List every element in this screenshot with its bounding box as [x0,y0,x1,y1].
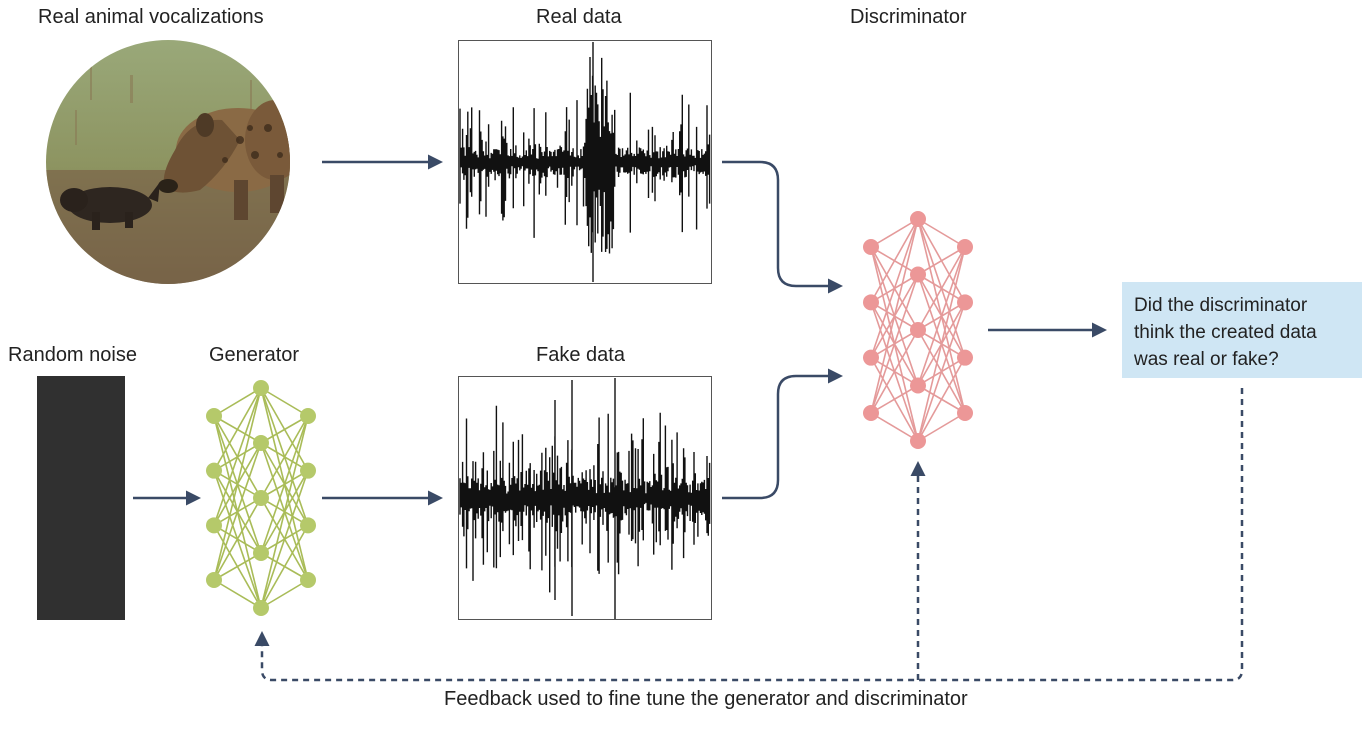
discriminator-connection [917,218,966,248]
discriminator-connection [870,218,919,303]
discriminator-connection [870,218,919,248]
hyena-with-cub-photo [46,40,290,284]
discriminator-network [863,211,973,449]
real-data-label: Real data [536,6,622,28]
discriminator-connection [870,329,919,414]
discriminator-node [957,405,973,421]
question-box: Did the discriminator think the created … [1122,282,1362,378]
discriminator-connection [870,412,919,442]
generator-node [300,408,316,424]
discriminator-connection [870,274,919,414]
generator-node [300,462,316,479]
generator-connection [213,497,262,581]
discriminator-node [910,211,926,227]
generator-connection [213,387,262,472]
discriminator-node [910,377,926,394]
fake-to-discriminator-arrow [722,368,843,500]
discriminator-node [910,322,926,338]
generator-connection [260,415,309,609]
feedback-label: Feedback used to fine tune the generator… [444,688,968,710]
generator-connection [260,387,309,417]
feedback-arrows [254,388,1244,682]
generator-connection [260,524,309,609]
discriminator-connection [917,246,966,442]
generator-node [253,490,269,506]
generator-node [206,572,222,588]
generator-connection [213,552,262,581]
discriminator-node [863,239,879,255]
discriminator-connection [870,384,919,414]
generator-node [300,572,316,588]
discriminator-node [957,294,973,311]
discriminator-node [863,405,879,421]
discriminator-connection [917,412,966,442]
feedback-line [260,388,1244,682]
random-noise-label: Random noise [8,344,137,366]
real-vocalizations-label: Real animal vocalizations [38,6,264,28]
discriminator-label: Discriminator [850,6,967,28]
generator-node [206,408,222,424]
generator-connection [260,415,309,554]
discriminator-node [957,349,973,366]
discriminator-connection [917,246,966,386]
generator-node [253,600,269,616]
discriminator-connection [870,218,919,414]
discriminator-node [910,266,926,283]
discriminator-connection [917,246,966,276]
generator-connection [260,470,309,609]
generator-node [253,545,269,561]
generator-connection [213,387,262,581]
fake-data-waveform [459,378,711,619]
generator-node [300,517,316,534]
discriminator-connection [917,246,966,331]
discriminator-node [863,294,879,311]
real-to-discriminator-arrow [722,160,843,294]
real-data-waveform [459,42,711,282]
discriminator-connection [917,357,966,442]
generator-connection [213,387,262,526]
random-noise-block [37,376,125,620]
generator-node [253,380,269,396]
discriminator-connection [870,218,919,358]
discriminator-node [910,433,926,449]
generator-network [206,380,316,616]
generator-connection [260,579,309,609]
flow-arrows [133,154,1107,506]
generator-connection [213,579,262,609]
fake-data-label: Fake data [536,344,625,366]
generator-node [253,435,269,451]
generator-connection [260,415,309,499]
generator-connection [260,415,309,444]
generator-node [206,517,222,534]
generator-connection [213,387,262,417]
generator-label: Generator [209,344,300,366]
discriminator-node [863,349,879,366]
generator-connection [213,442,262,581]
discriminator-connection [917,302,966,442]
discriminator-node [957,239,973,255]
generator-node [206,462,222,479]
